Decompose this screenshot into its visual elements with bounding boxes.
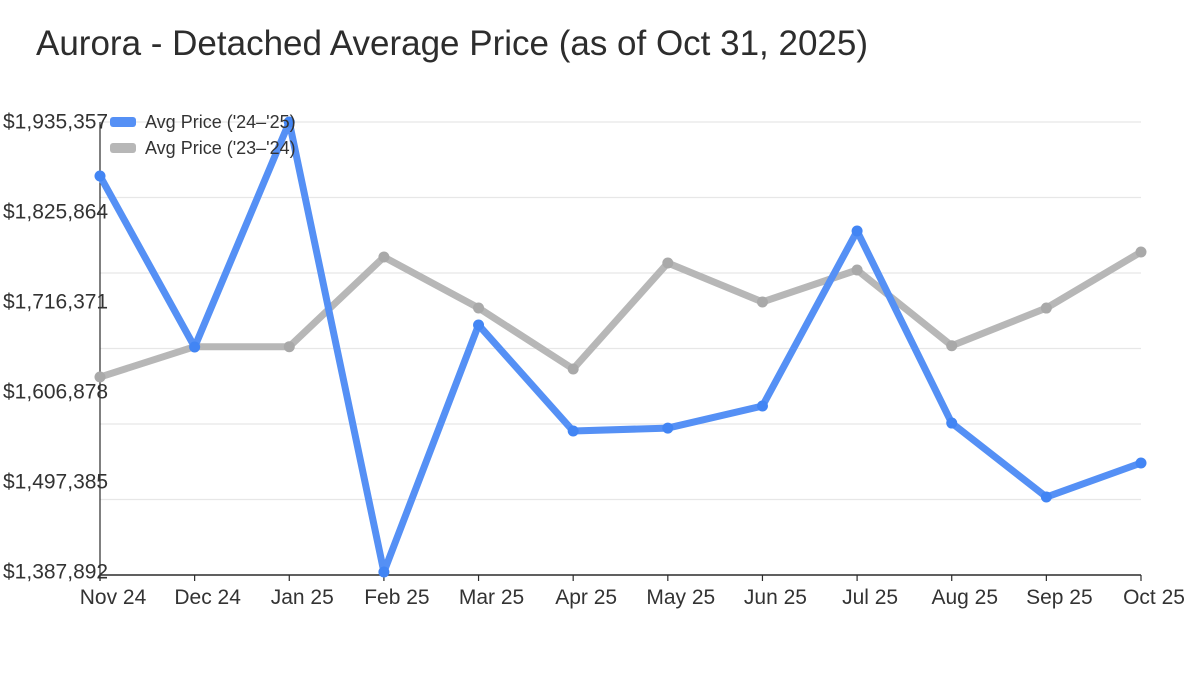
legend-item-avg-price-23-24[interactable]: Avg Price ('23–'24) bbox=[110, 137, 296, 159]
y-tick-label: $1,497,385 bbox=[3, 471, 108, 494]
series-0-point-aug-25[interactable] bbox=[946, 417, 958, 429]
x-tick-label: Oct 25 bbox=[1123, 586, 1185, 609]
legend-swatch-gray-icon bbox=[110, 143, 136, 153]
x-tick-label: Dec 24 bbox=[174, 586, 241, 609]
x-tick-label: Jul 25 bbox=[842, 586, 898, 609]
series-1-point-feb-25[interactable] bbox=[378, 251, 390, 263]
legend-swatch-blue-icon bbox=[110, 117, 136, 127]
x-tick-label: Mar 25 bbox=[459, 586, 524, 609]
series-0-point-jun-25[interactable] bbox=[756, 400, 768, 412]
series-0-point-oct-25[interactable] bbox=[1135, 457, 1147, 469]
x-tick-label: Aug 25 bbox=[931, 586, 998, 609]
series-0-point-dec-24[interactable] bbox=[189, 341, 201, 353]
legend-label: Avg Price ('24–'25) bbox=[145, 111, 296, 132]
series-0-point-feb-25[interactable] bbox=[378, 566, 390, 578]
y-tick-label: $1,935,357 bbox=[3, 111, 108, 134]
series-1-point-jan-25[interactable] bbox=[283, 341, 295, 353]
series-0-point-nov-24[interactable] bbox=[94, 170, 106, 182]
x-tick-label: May 25 bbox=[646, 586, 715, 609]
series-1-point-sep-25[interactable] bbox=[1040, 302, 1052, 314]
x-tick-label: Apr 25 bbox=[555, 586, 617, 609]
x-tick-label: Jun 25 bbox=[744, 586, 807, 609]
x-tick-label: Sep 25 bbox=[1026, 586, 1093, 609]
series-0-point-may-25[interactable] bbox=[662, 422, 674, 434]
y-tick-label: $1,825,864 bbox=[3, 201, 108, 224]
y-tick-label: $1,716,371 bbox=[3, 291, 108, 314]
series-1-point-jul-25[interactable] bbox=[851, 264, 863, 276]
x-tick-label: Jan 25 bbox=[271, 586, 334, 609]
series-1-point-aug-25[interactable] bbox=[946, 340, 958, 352]
series-line-1 bbox=[96, 248, 1145, 381]
legend-label: Avg Price ('23–'24) bbox=[145, 137, 296, 158]
series-line-0 bbox=[96, 118, 1145, 576]
series-1-point-oct-25[interactable] bbox=[1135, 246, 1147, 258]
series-1-point-nov-24[interactable] bbox=[94, 371, 106, 383]
series-0-point-apr-25[interactable] bbox=[567, 425, 579, 437]
y-tick-label: $1,387,892 bbox=[3, 561, 108, 584]
chart-title: Aurora - Detached Average Price (as of O… bbox=[36, 24, 869, 63]
series-1-point-mar-25[interactable] bbox=[473, 302, 485, 314]
x-tick-label: Feb 25 bbox=[364, 586, 429, 609]
series-0-point-jan-25[interactable] bbox=[283, 116, 295, 128]
series-1-point-may-25[interactable] bbox=[662, 257, 674, 269]
series-1-point-jun-25[interactable] bbox=[756, 296, 768, 308]
series-0-point-mar-25[interactable] bbox=[473, 319, 485, 331]
series-0-point-sep-25[interactable] bbox=[1040, 491, 1052, 503]
y-tick-label: $1,606,878 bbox=[3, 381, 108, 404]
legend-item-avg-price-24-25[interactable]: Avg Price ('24–'25) bbox=[110, 111, 296, 133]
series-0-point-jul-25[interactable] bbox=[851, 225, 863, 237]
legend: Avg Price ('24–'25) Avg Price ('23–'24) bbox=[110, 111, 296, 159]
x-tick-label: Nov 24 bbox=[80, 586, 147, 609]
series-1-point-apr-25[interactable] bbox=[567, 363, 579, 375]
